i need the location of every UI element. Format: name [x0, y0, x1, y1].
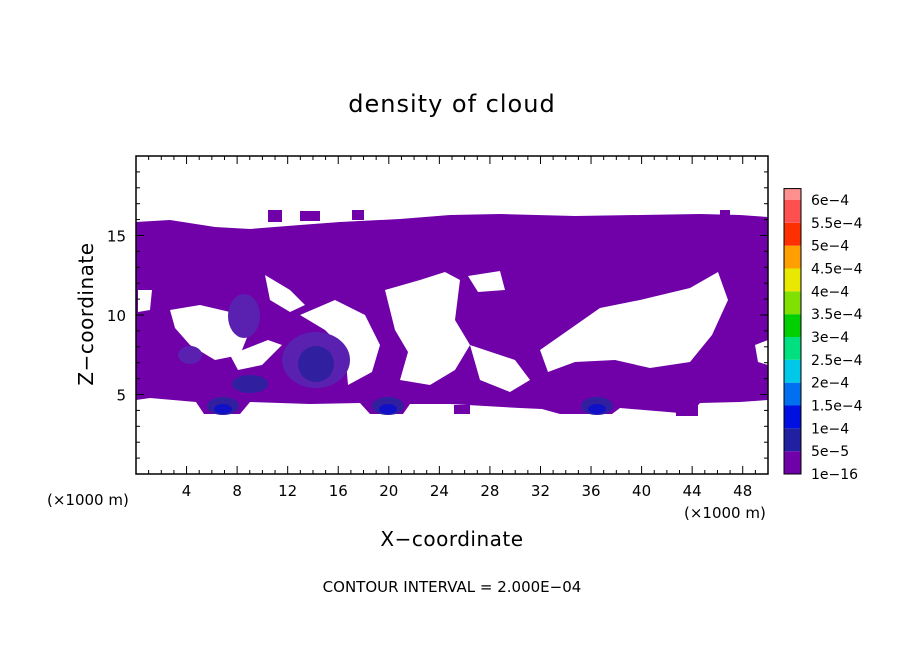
x-axis: 4 8 12 16 20 24 28 32 36 40 44 48 [148, 156, 756, 500]
cloud-patch [454, 405, 470, 414]
colorbar-label: 6e−4 [811, 193, 849, 209]
x-tick-label: 36 [581, 482, 600, 500]
colorbar-swatch [784, 268, 801, 292]
colorbar-label: 1e−4 [811, 421, 849, 437]
x-tick-label: 4 [182, 482, 192, 500]
colorbar-swatch [784, 291, 801, 315]
clear-air-hole [755, 340, 768, 365]
colorbar-label: 3.5e−4 [811, 307, 863, 323]
x-tick-label: 24 [430, 482, 449, 500]
clear-air-hole [230, 340, 282, 370]
y-axis-unit: (×1000 m) [47, 491, 129, 509]
colorbar-label: 2.5e−4 [811, 353, 863, 369]
y-tick-label: 5 [116, 387, 126, 405]
colorbar-label: 3e−4 [811, 330, 849, 346]
colorbar-swatch [784, 382, 801, 406]
colorbar-label: 2e−4 [811, 376, 849, 392]
x-tick-label: 32 [531, 482, 550, 500]
colorbar-swatch [784, 405, 801, 429]
colorbar-swatch [784, 222, 801, 246]
colorbar-swatch [784, 188, 801, 200]
maximum-x20-core [379, 404, 397, 414]
colorbar-label: 4.5e−4 [811, 262, 863, 278]
plot-area [135, 155, 769, 475]
colorbar-swatch [784, 451, 801, 474]
colorbar-label: 1.5e−4 [811, 399, 863, 415]
x-tick-label: 40 [632, 482, 651, 500]
x-axis-unit: (×1000 m) [684, 504, 766, 522]
density-core-d [178, 346, 202, 364]
surface-maxima [207, 397, 613, 415]
clear-air-hole [470, 345, 530, 392]
colorbar-frame [783, 188, 802, 475]
y-axis-title: Z−coordinate [74, 242, 98, 385]
y-tick-label: 15 [107, 228, 126, 246]
colorbar-label: 1e−16 [811, 467, 858, 483]
clear-air-hole [468, 271, 505, 292]
x-tick-label: 20 [379, 482, 398, 500]
x-tick-label: 8 [232, 482, 242, 500]
density-core-a [228, 294, 260, 338]
y-tick-label: 10 [107, 307, 126, 325]
maximum-x36-core [588, 404, 606, 414]
contour-interval-note: CONTOUR INTERVAL = 2.000E−04 [323, 578, 582, 596]
colorbar-swatch [784, 359, 801, 383]
clear-air-hole [385, 272, 470, 385]
cloud-patch [300, 211, 320, 221]
x-tick-label: 16 [329, 482, 348, 500]
chart-title: density of cloud [348, 90, 555, 118]
contour-fields [136, 210, 768, 416]
x-tick-label: 48 [733, 482, 752, 500]
density-core-c [232, 375, 268, 393]
colorbar: 1e−16 5e−5 1e−4 1.5e−4 2e−4 2.5e−4 3e−4 3.5e−4 4… [783, 188, 863, 483]
x-tick-label: 12 [278, 482, 297, 500]
clear-air-holes [138, 271, 768, 392]
maximum-x7-core [214, 404, 232, 414]
colorbar-label: 5e−4 [811, 239, 849, 255]
colorbar-label: 5e−5 [811, 444, 849, 460]
colorbar-swatch [784, 200, 801, 223]
x-tick-label: 28 [480, 482, 499, 500]
x-axis-title: X−coordinate [380, 527, 523, 551]
cloud-patch [676, 404, 698, 416]
colorbar-swatch [784, 337, 801, 360]
colorbar-label: 4e−4 [811, 284, 849, 300]
clear-air-hole [265, 275, 305, 312]
cloud-patch [268, 210, 282, 222]
density-core-b-inner [298, 346, 334, 382]
colorbar-swatch [784, 314, 801, 337]
x-tick-label: 44 [683, 482, 702, 500]
density-cores [178, 294, 350, 393]
colorbar-label: 5.5e−4 [811, 216, 863, 232]
y-axis: 5 10 15 [107, 171, 768, 459]
colorbar-swatch [784, 245, 801, 269]
cloud-patch [352, 210, 364, 220]
clear-air-hole [540, 272, 728, 372]
cloud-patch [720, 210, 730, 218]
clear-air-hole [138, 290, 152, 312]
colorbar-swatch [784, 428, 801, 452]
